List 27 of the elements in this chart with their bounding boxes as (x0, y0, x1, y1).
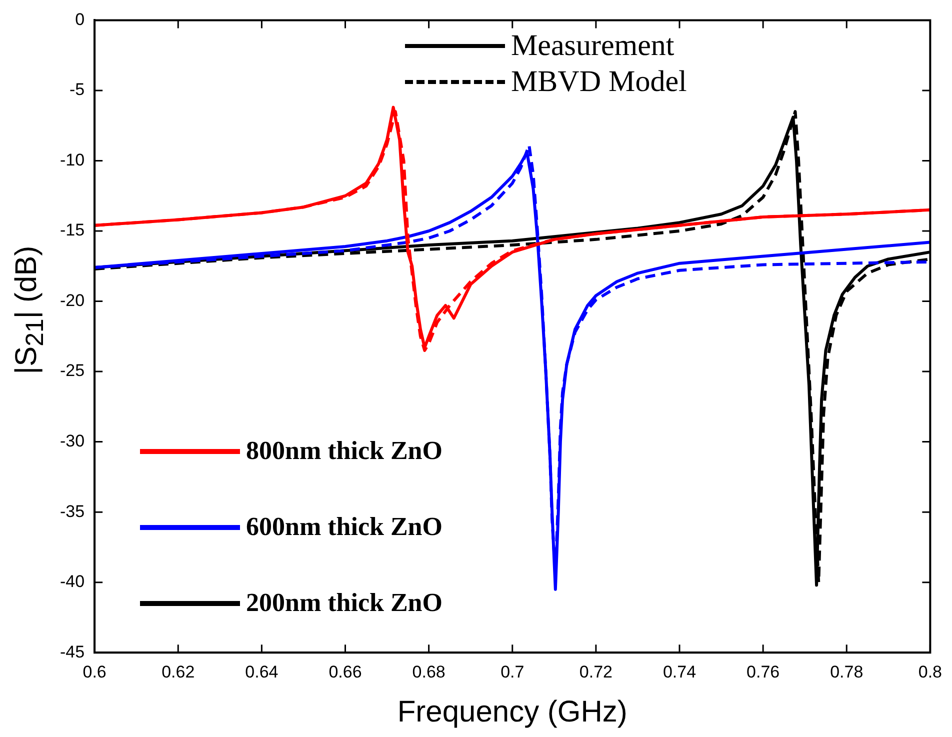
y-tick-label: -45 (60, 642, 85, 662)
legend-label: 800nm thick ZnO (246, 436, 442, 466)
y-tick-label: -35 (60, 502, 85, 521)
y-tick-label: -10 (60, 150, 85, 170)
y-tick-label: -20 (60, 290, 85, 310)
x-axis-title: Frequency (GHz) (397, 695, 628, 728)
x-tick-label: 0.62 (162, 662, 195, 682)
y-tick-label: 0 (75, 10, 85, 29)
x-tick-label: 0.68 (412, 662, 446, 682)
x-tick-label: 0.76 (746, 662, 780, 682)
annotation: Measurement (511, 28, 674, 64)
x-tick-label: 0.7 (500, 662, 524, 682)
x-tick-label: 0.66 (328, 662, 362, 682)
x-tick-label: 0.78 (830, 662, 864, 682)
y-tick-label: -25 (60, 361, 85, 380)
x-tick-label: 0.8 (918, 662, 942, 682)
y-tick-label: -30 (60, 431, 85, 450)
legend-label: 600nm thick ZnO (246, 512, 442, 542)
y-tick-label: -15 (60, 220, 85, 240)
x-tick-label: 0.64 (245, 662, 278, 682)
legend-label: 200nm thick ZnO (246, 588, 442, 618)
x-tick-label: 0.6 (82, 662, 106, 682)
annotation: MBVD Model (511, 64, 687, 100)
y-tick-label: -5 (69, 80, 85, 100)
x-tick-label: 0.72 (579, 662, 612, 682)
y-tick-label: -40 (60, 572, 85, 592)
x-tick-label: 0.74 (662, 662, 696, 682)
